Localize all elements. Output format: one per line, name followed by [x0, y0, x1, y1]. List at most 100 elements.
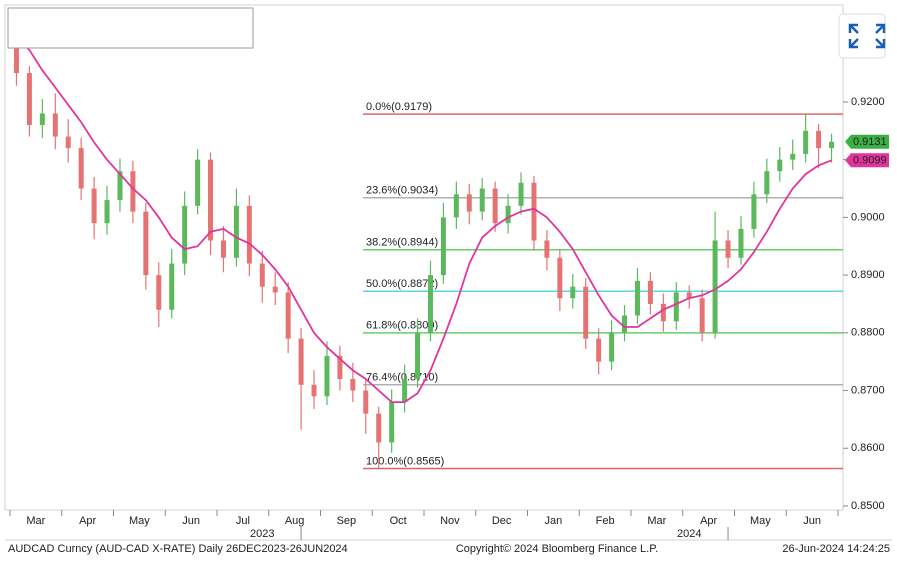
x-tick-label: Apr	[79, 515, 96, 527]
candle-body	[751, 194, 757, 229]
candle-body	[570, 286, 576, 299]
x-tick-label: Nov	[440, 515, 460, 527]
footer-right: 26-Jun-2024 14:24:25	[782, 543, 890, 555]
candle-body	[479, 188, 485, 212]
x-tick-label: May	[129, 515, 150, 527]
candle-body	[738, 228, 744, 258]
candle-body	[376, 413, 382, 443]
candle-body	[350, 378, 356, 391]
candle-body	[492, 188, 498, 224]
x-tick-label: Sep	[337, 515, 357, 527]
candle-body	[233, 205, 239, 258]
candle-body	[557, 257, 563, 299]
candle-body	[259, 263, 265, 287]
candle-body	[673, 292, 679, 322]
last-value-tag	[845, 134, 889, 149]
y-tick-label: 0.9000	[851, 211, 885, 223]
candle-body	[544, 240, 550, 258]
candle-body	[285, 292, 291, 339]
last-value-label: 0.9099	[853, 155, 887, 167]
candle-body	[402, 378, 408, 403]
candle-body	[777, 159, 783, 172]
candle-body	[518, 182, 524, 206]
candle-body	[143, 211, 149, 276]
candle-body	[660, 303, 666, 322]
candle-body	[363, 390, 369, 414]
candle-body	[829, 141, 835, 149]
fib-label: 38.2%(0.8944)	[366, 237, 438, 249]
candle-body	[246, 205, 252, 264]
candle-body	[13, 44, 19, 74]
y-tick-label: 0.8500	[851, 500, 885, 512]
candle-body	[220, 240, 226, 258]
candle-body	[712, 240, 718, 333]
candle-body	[622, 315, 628, 333]
candle-body	[272, 286, 278, 293]
candle-body	[65, 136, 71, 149]
x-tick-label: Aug	[285, 515, 305, 527]
last-value-label: 0.9131	[853, 136, 887, 148]
last-value-tag	[845, 153, 889, 168]
candle-body	[816, 130, 822, 149]
x-tick-label: Dec	[492, 515, 512, 527]
sma-line	[15, 34, 832, 403]
y-tick-label: 0.8800	[851, 327, 885, 339]
x-tick-label: Jan	[545, 515, 563, 527]
candle-body	[311, 384, 317, 397]
candle-body	[324, 355, 330, 397]
candle-body	[298, 338, 304, 385]
candle-body	[686, 292, 692, 299]
candle-body	[725, 240, 731, 258]
candle-body	[130, 171, 136, 212]
expand-button-box[interactable]	[838, 13, 886, 59]
candle-body	[596, 338, 602, 362]
candle-body	[415, 332, 421, 379]
candle-body	[790, 153, 796, 160]
candle-body	[156, 275, 162, 310]
fib-label: 100.0%(0.8565)	[366, 455, 444, 467]
y-tick-label: 0.8600	[851, 442, 885, 454]
x-tick-label: Apr	[700, 515, 717, 527]
x-tick-label: Jun	[803, 515, 821, 527]
candle-body	[427, 275, 433, 333]
y-tick-label: 0.8700	[851, 384, 885, 396]
candle-body	[453, 194, 459, 218]
footer-left: AUDCAD Curncy (AUD-CAD X-RATE) Daily 26D…	[8, 543, 348, 555]
year-label: 2023	[250, 528, 274, 540]
candle-body	[208, 159, 214, 241]
candle-body	[91, 188, 97, 224]
fib-label: 76.4%(0.8710)	[366, 372, 438, 384]
candle-body	[505, 205, 511, 224]
candle-body	[52, 113, 58, 137]
candle-body	[583, 286, 589, 339]
candle-body	[78, 148, 84, 189]
x-tick-label: May	[750, 515, 771, 527]
year-label: 2024	[677, 528, 701, 540]
candle-body	[182, 205, 188, 264]
fib-label: 61.8%(0.8800)	[366, 320, 438, 332]
x-tick-label: Jun	[182, 515, 200, 527]
x-tick-label: Jul	[236, 515, 250, 527]
x-tick-label: Oct	[390, 515, 407, 527]
candle-body	[764, 171, 770, 195]
expand-icon[interactable]	[848, 23, 886, 49]
candle-body	[440, 217, 446, 276]
x-tick-label: Feb	[596, 515, 615, 527]
fib-label: 50.0%(0.8872)	[366, 278, 438, 290]
legend-box	[7, 7, 254, 49]
footer-center: Copyright© 2024 Bloomberg Finance L.P.	[456, 543, 658, 555]
layer: 0.8500 0.8600 0.8700 0.8800 0.8900 0.9000 0.91…	[9, 14, 889, 540]
expand-button[interactable]	[838, 13, 886, 59]
y-tick-label: 0.8900	[851, 269, 885, 281]
candle-body	[389, 402, 395, 443]
candle-body	[803, 130, 809, 154]
candle-body	[634, 280, 640, 316]
fib-label: 0.0%(0.9179)	[366, 101, 432, 113]
candle-body	[195, 159, 201, 206]
x-tick-label: Mar	[647, 515, 666, 527]
candle-body	[104, 200, 110, 224]
fib-label: 23.6%(0.9034)	[366, 185, 438, 197]
candle-body	[169, 263, 175, 310]
candle-body	[699, 298, 705, 333]
